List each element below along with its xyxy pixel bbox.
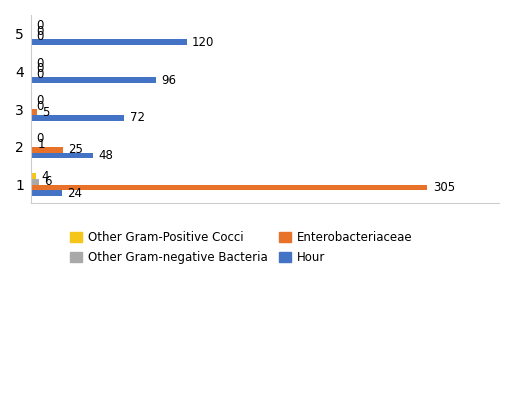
Bar [31,141,32,147]
Text: 1: 1 [38,137,45,151]
Text: 0: 0 [36,56,43,70]
Text: 24: 24 [67,187,82,199]
Bar [31,115,124,120]
Text: 48: 48 [99,149,113,162]
Text: 120: 120 [192,36,214,49]
Legend: Other Gram-Positive Cocci, Other Gram-negative Bacteria, Enterobacteriaceae, Hou: Other Gram-Positive Cocci, Other Gram-ne… [65,226,417,269]
Text: 0: 0 [36,100,43,113]
Text: 72: 72 [130,111,144,124]
Text: 5: 5 [43,106,50,118]
Bar [31,153,93,158]
Bar [31,185,428,190]
Text: 96: 96 [161,73,176,87]
Text: 0: 0 [36,68,43,81]
Text: 6: 6 [44,175,51,188]
Bar [31,190,62,196]
Text: 0: 0 [36,132,43,145]
Text: 0: 0 [36,62,43,75]
Bar [31,109,38,115]
Bar [31,179,39,185]
Text: 0: 0 [36,19,43,32]
Bar [31,77,156,83]
Text: 4: 4 [41,170,49,183]
Text: 0: 0 [36,94,43,107]
Text: 0: 0 [36,25,43,37]
Text: 305: 305 [433,181,455,194]
Text: 0: 0 [36,30,43,43]
Text: 25: 25 [68,143,83,156]
Bar [31,173,36,179]
Bar [31,147,63,153]
Bar [31,39,187,45]
